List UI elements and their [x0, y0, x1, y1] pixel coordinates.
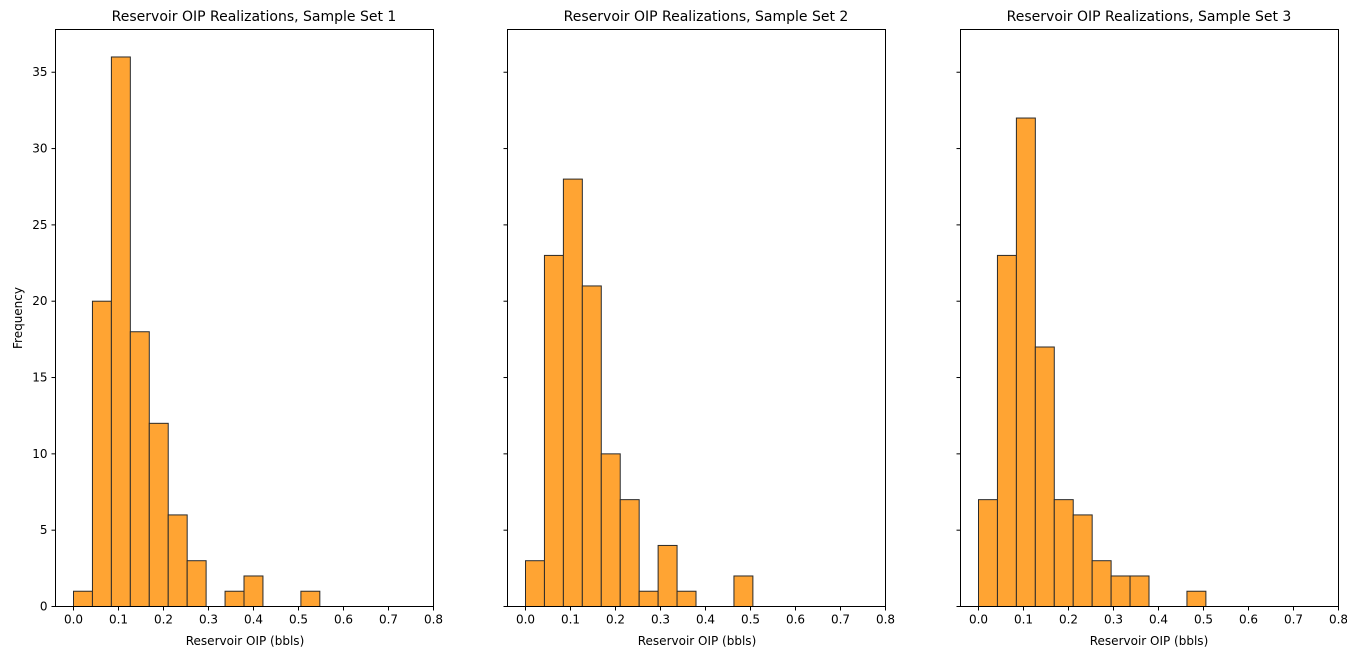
- bars-group-2: [525, 178, 754, 608]
- x-tick-label: 0.5: [289, 613, 308, 627]
- histogram-bar: [581, 285, 602, 607]
- x-tick-label: 0.4: [244, 613, 263, 627]
- x-tick-label: 0.8: [876, 613, 895, 627]
- x-tick-label: 0.1: [1014, 613, 1033, 627]
- x-tick-label: 0.6: [1239, 613, 1258, 627]
- histogram-bar: [996, 254, 1017, 607]
- y-ticks-3: [956, 71, 961, 607]
- histogram-bar: [1072, 514, 1093, 608]
- histogram-bar: [148, 422, 169, 608]
- x-tick-label: 0.4: [696, 613, 715, 627]
- histogram-bar: [186, 560, 207, 608]
- histogram-bar: [978, 499, 998, 608]
- histogram-bar: [1186, 590, 1207, 608]
- x-ticks-1: 0.0 0.1 0.2 0.3 0.4 0.5 0.6 0.7 0.8: [64, 606, 443, 627]
- y-ticks-2: [503, 71, 508, 607]
- x-tick-label: 0.5: [741, 613, 760, 627]
- bars-group-1: [73, 56, 321, 608]
- histogram-bar: [167, 514, 188, 608]
- histogram-bar: [657, 544, 678, 607]
- x-tick-label: 0.0: [969, 613, 988, 627]
- x-tick-label: 0.3: [1104, 613, 1123, 627]
- x-tick-label: 0.5: [1194, 613, 1213, 627]
- x-tick-label: 0.2: [606, 613, 625, 627]
- x-tick-label: 0.3: [651, 613, 670, 627]
- x-tick-label: 0.3: [199, 613, 218, 627]
- x-axis-label-2: Reservoir OIP (bbls): [638, 634, 757, 648]
- axes-frame-2: [507, 29, 886, 607]
- x-ticks-2: 0.0 0.1 0.2 0.3 0.4 0.5 0.6 0.7 0.8: [516, 606, 895, 627]
- x-axis-label-1: Reservoir OIP (bbls): [186, 634, 305, 648]
- histogram-panel-2: Reservoir OIP Realizations, Sample Set 2…: [503, 9, 895, 648]
- x-ticks-3: 0.0 0.1 0.2 0.3 0.4 0.5 0.6 0.7 0.8: [969, 606, 1347, 627]
- x-tick-label: 0.1: [561, 613, 580, 627]
- histogram-bar: [600, 453, 621, 607]
- y-tick-label: 10: [32, 447, 47, 461]
- x-tick-label: 0.7: [831, 613, 850, 627]
- histogram-bar: [73, 590, 93, 608]
- x-tick-label: 0.6: [334, 613, 353, 627]
- histogram-bar: [638, 590, 659, 608]
- histogram-bar: [619, 499, 640, 608]
- x-tick-label: 0.1: [109, 613, 128, 627]
- x-tick-label: 0.0: [516, 613, 535, 627]
- x-tick-label: 0.2: [1059, 613, 1078, 627]
- x-tick-label: 0.7: [379, 613, 398, 627]
- y-ticks-1: 0 5 10 15 20 25 30 35: [32, 65, 56, 614]
- bars-group-3: [978, 117, 1207, 608]
- x-tick-label: 0.4: [1149, 613, 1168, 627]
- x-tick-label: 0.8: [1329, 613, 1347, 627]
- x-tick-label: 0.8: [424, 613, 443, 627]
- x-tick-label: 0.0: [64, 613, 83, 627]
- histogram-bar: [110, 56, 131, 607]
- y-axis-label-1: Frequency: [11, 287, 25, 349]
- histogram-panel-1: Reservoir OIP Realizations, Sample Set 1…: [11, 9, 443, 648]
- histogram-bar: [300, 590, 321, 608]
- histogram-bar: [562, 178, 583, 607]
- histogram-bar: [525, 560, 545, 608]
- histogram-bar: [1015, 117, 1036, 607]
- histogram-bar: [1034, 346, 1055, 607]
- histogram-bar: [1129, 575, 1150, 607]
- histogram-bar: [91, 300, 112, 607]
- histogram-bar: [676, 590, 697, 608]
- histogram-bar: [1053, 499, 1074, 608]
- y-tick-label: 25: [32, 218, 47, 232]
- y-tick-label: 20: [32, 294, 47, 308]
- histogram-bar: [543, 254, 564, 607]
- axes-frame-1: [55, 29, 434, 607]
- histogram-bar: [1110, 575, 1131, 607]
- histogram-bar: [129, 331, 150, 607]
- histogram-bar: [733, 575, 754, 607]
- x-tick-label: 0.2: [154, 613, 173, 627]
- histogram-bar: [224, 590, 245, 608]
- histogram-bar: [1091, 560, 1112, 608]
- y-tick-label: 35: [32, 65, 47, 79]
- y-tick-label: 5: [40, 523, 48, 537]
- histogram-bar: [243, 575, 264, 607]
- histogram-panel-3: Reservoir OIP Realizations, Sample Set 3…: [956, 9, 1347, 648]
- chart-title-3: Reservoir OIP Realizations, Sample Set 3: [1007, 9, 1292, 25]
- y-tick-label: 30: [32, 142, 47, 156]
- axes-frame-3: [960, 29, 1339, 607]
- y-tick-label: 0: [40, 600, 48, 614]
- chart-title-2: Reservoir OIP Realizations, Sample Set 2: [564, 9, 849, 25]
- x-axis-label-3: Reservoir OIP (bbls): [1090, 634, 1209, 648]
- chart-title-1: Reservoir OIP Realizations, Sample Set 1: [112, 9, 397, 25]
- x-tick-label: 0.7: [1284, 613, 1303, 627]
- x-tick-label: 0.6: [786, 613, 805, 627]
- y-tick-label: 15: [32, 371, 47, 385]
